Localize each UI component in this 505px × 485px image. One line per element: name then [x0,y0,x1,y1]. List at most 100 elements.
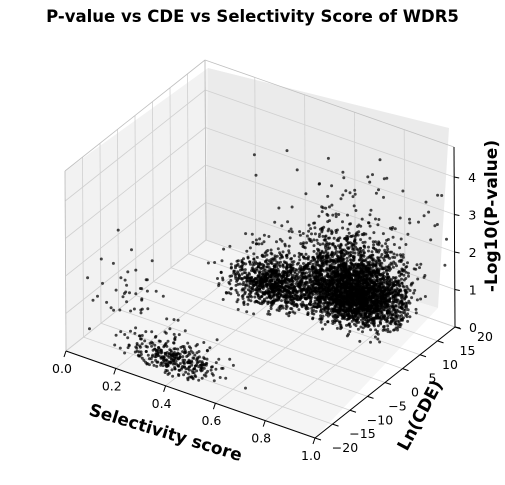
data-point [353,276,357,279]
data-point [369,298,373,302]
data-point [339,299,343,303]
data-point [178,362,182,366]
data-point [377,300,381,304]
data-point [301,242,305,246]
data-point [177,368,181,372]
data-point [184,370,188,374]
data-point [144,330,148,334]
data-point [308,239,312,243]
data-point [362,277,366,281]
data-point [311,284,315,288]
data-point [391,265,395,269]
data-point [273,290,277,294]
data-point [304,252,308,256]
data-point [368,213,372,217]
data-point [278,256,282,260]
data-point [380,244,384,248]
x-axis-line [65,350,316,439]
data-point [322,263,326,267]
data-point [356,248,360,252]
data-point [172,318,176,322]
data-point [230,274,234,278]
data-point [173,338,177,342]
data-point [261,270,265,273]
data-point [341,263,345,267]
data-point [346,317,350,321]
data-point [391,283,395,287]
data-point [435,223,439,226]
data-point [308,278,312,282]
data-point [406,308,410,312]
data-point [358,302,362,305]
data-point [167,371,171,375]
data-point [219,271,223,274]
data-point [220,259,224,263]
data-point [151,353,155,357]
data-point [277,296,281,299]
data-point [235,259,239,263]
data-point [330,184,334,188]
z-gridline [65,202,207,314]
data-point [399,318,403,322]
data-point [368,260,372,264]
data-point [402,278,406,282]
data-point [273,286,277,289]
data-point [160,361,164,365]
data-point [358,284,362,288]
data-point [114,333,118,337]
data-point [276,281,280,285]
data-point [129,309,133,313]
data-point [317,214,321,218]
data-point [294,282,298,286]
data-point [291,267,295,270]
data-point [118,308,122,312]
data-point [296,290,299,294]
data-point [416,277,420,281]
data-point [384,328,387,332]
data-point [285,296,289,300]
data-point [341,220,344,224]
data-point [382,256,385,260]
data-point [362,251,366,255]
data-point [382,325,385,329]
data-point [388,256,392,260]
data-point [253,288,257,292]
data-point [402,263,406,266]
data-point [338,246,342,250]
data-point [307,293,311,297]
data-point [330,276,334,280]
data-point [330,242,334,246]
data-point [390,304,394,308]
data-point [387,284,391,288]
data-point [334,212,338,216]
z-tick-mark [454,251,460,254]
data-point [378,340,382,344]
data-point [181,358,185,362]
data-point [352,248,356,252]
data-point [331,213,335,217]
data-point [433,224,437,228]
data-point [393,262,397,266]
data-point [320,226,324,230]
data-point [206,348,209,352]
data-point [240,272,244,276]
data-point [322,251,326,255]
data-point [395,308,399,312]
data-point [351,286,354,290]
data-point [367,245,370,249]
y-tick-label: 20 [477,329,493,344]
data-point [275,293,279,297]
data-point [91,298,95,302]
data-point [364,279,368,283]
data-point [153,343,157,347]
data-point [257,289,261,293]
data-point [195,357,199,361]
data-point [359,247,362,250]
data-point [256,293,260,297]
data-point [374,328,378,332]
data-point [323,322,327,326]
data-point [323,285,327,289]
data-point [181,355,185,359]
data-point [309,227,313,231]
data-point [367,221,370,225]
